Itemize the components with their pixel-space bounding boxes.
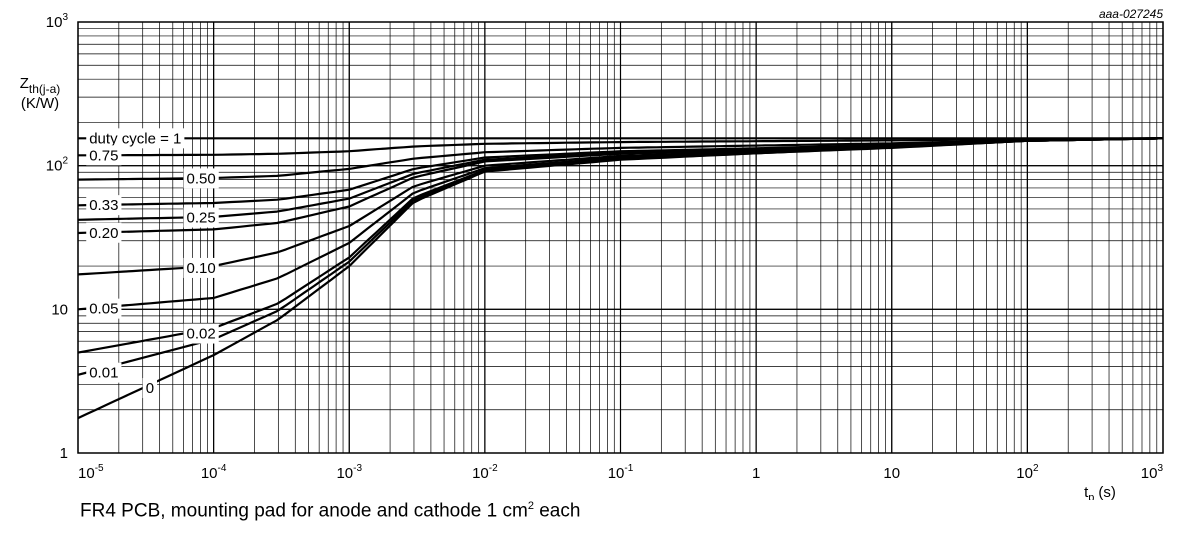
- curve-label-8: 0.02: [187, 326, 216, 343]
- curve-label-bg: [86, 145, 122, 166]
- y-axis-label: Zth(j-a): [20, 75, 61, 96]
- x-tick-label: 10: [883, 465, 900, 482]
- curve-label-group-4: 0.25: [183, 207, 219, 228]
- curve-label-bg: [183, 257, 219, 278]
- curve-label-10: 0: [146, 380, 154, 397]
- curve-label-group-1: 0.75: [86, 145, 122, 166]
- x-axis-label: tp (s): [1084, 484, 1116, 500]
- curve-label-bg: [183, 323, 219, 344]
- x-axis-label-sub: p: [1088, 492, 1094, 500]
- plot-frame: [77, 21, 1164, 454]
- x-tick-label: 103: [1141, 463, 1164, 482]
- curve-label-bg: [86, 298, 122, 319]
- y-tick-labels: 1 10 102 103: [46, 12, 69, 462]
- series-line-10: [77, 137, 1164, 420]
- curve-label-bg: [86, 222, 122, 243]
- y-tick-label: 102: [46, 156, 69, 175]
- y-tick-label: 1: [60, 445, 68, 462]
- curve-label-group-2: 0.50: [183, 168, 219, 189]
- curve-label-3: 0.33: [89, 197, 118, 214]
- curve-label-group-0: duty cycle = 1: [86, 128, 185, 149]
- curve-label-bg: [86, 128, 185, 149]
- curve-label-0: duty cycle = 1: [89, 130, 181, 147]
- x-tick-label: 10-1: [608, 463, 634, 482]
- figure-caption: FR4 PCB, mounting pad for anode and cath…: [80, 500, 580, 522]
- curve-label-2: 0.50: [187, 170, 216, 187]
- curve-label-bg: [142, 378, 158, 399]
- curve-label-group-3: 0.33: [86, 195, 122, 216]
- curve-label-group-9: 0.01: [86, 362, 122, 383]
- curve-label-group-5: 0.20: [86, 222, 122, 243]
- x-tick-label: 10-4: [201, 463, 227, 482]
- curve-label-9: 0.01: [89, 365, 118, 382]
- curve-label-group-8: 0.02: [183, 323, 219, 344]
- curve-label-1: 0.75: [89, 147, 118, 164]
- curve-label-bg: [183, 168, 219, 189]
- x-axis-label-unit: (s): [1098, 484, 1116, 500]
- y-axis-unit: (K/W): [21, 95, 59, 112]
- y-tick-label: 10: [51, 301, 68, 318]
- x-tick-label: 1: [752, 465, 760, 482]
- caption-superscript: 2: [527, 500, 534, 512]
- curve-labels: duty cycle = 10.75 0.50 0.33 0.25 0.20 0.10 0.…: [86, 128, 219, 399]
- x-tick-label: 102: [1016, 463, 1039, 482]
- y-axis-label-sub: th(j-a): [29, 82, 60, 96]
- y-tick-label: 103: [46, 12, 69, 31]
- x-tick-labels: 10-5 10-4 10-3 10-2 10-1 1 10 102 103: [78, 463, 1163, 482]
- curve-label-group-10: 0: [142, 378, 158, 399]
- series-layer: [77, 137, 1164, 420]
- caption-text-end: each: [533, 500, 581, 522]
- curve-label-bg: [86, 195, 122, 216]
- x-axis-label-main: t: [1084, 484, 1089, 500]
- curve-label-5: 0.20: [89, 225, 118, 242]
- y-axis-label-main: Z: [20, 75, 29, 92]
- thermal-impedance-chart: duty cycle = 10.75 0.50 0.33 0.25 0.20 0.10 0.…: [20, 7, 1164, 500]
- x-tick-label: 10-2: [472, 463, 498, 482]
- curve-label-group-6: 0.10: [183, 257, 219, 278]
- curve-label-6: 0.10: [187, 260, 216, 277]
- grid: [77, 21, 1164, 454]
- document-id: aaa-027245: [1099, 7, 1163, 21]
- series-line-1: [78, 137, 1164, 157]
- curve-label-bg: [86, 362, 122, 383]
- curve-label-7: 0.05: [89, 301, 118, 318]
- curve-label-4: 0.25: [187, 210, 216, 227]
- x-tick-label: 10-3: [336, 463, 362, 482]
- x-tick-label: 10-5: [78, 463, 104, 482]
- caption-text: FR4 PCB, mounting pad for anode and cath…: [80, 500, 528, 522]
- curve-label-group-7: 0.05: [86, 298, 122, 319]
- curve-label-bg: [183, 207, 219, 228]
